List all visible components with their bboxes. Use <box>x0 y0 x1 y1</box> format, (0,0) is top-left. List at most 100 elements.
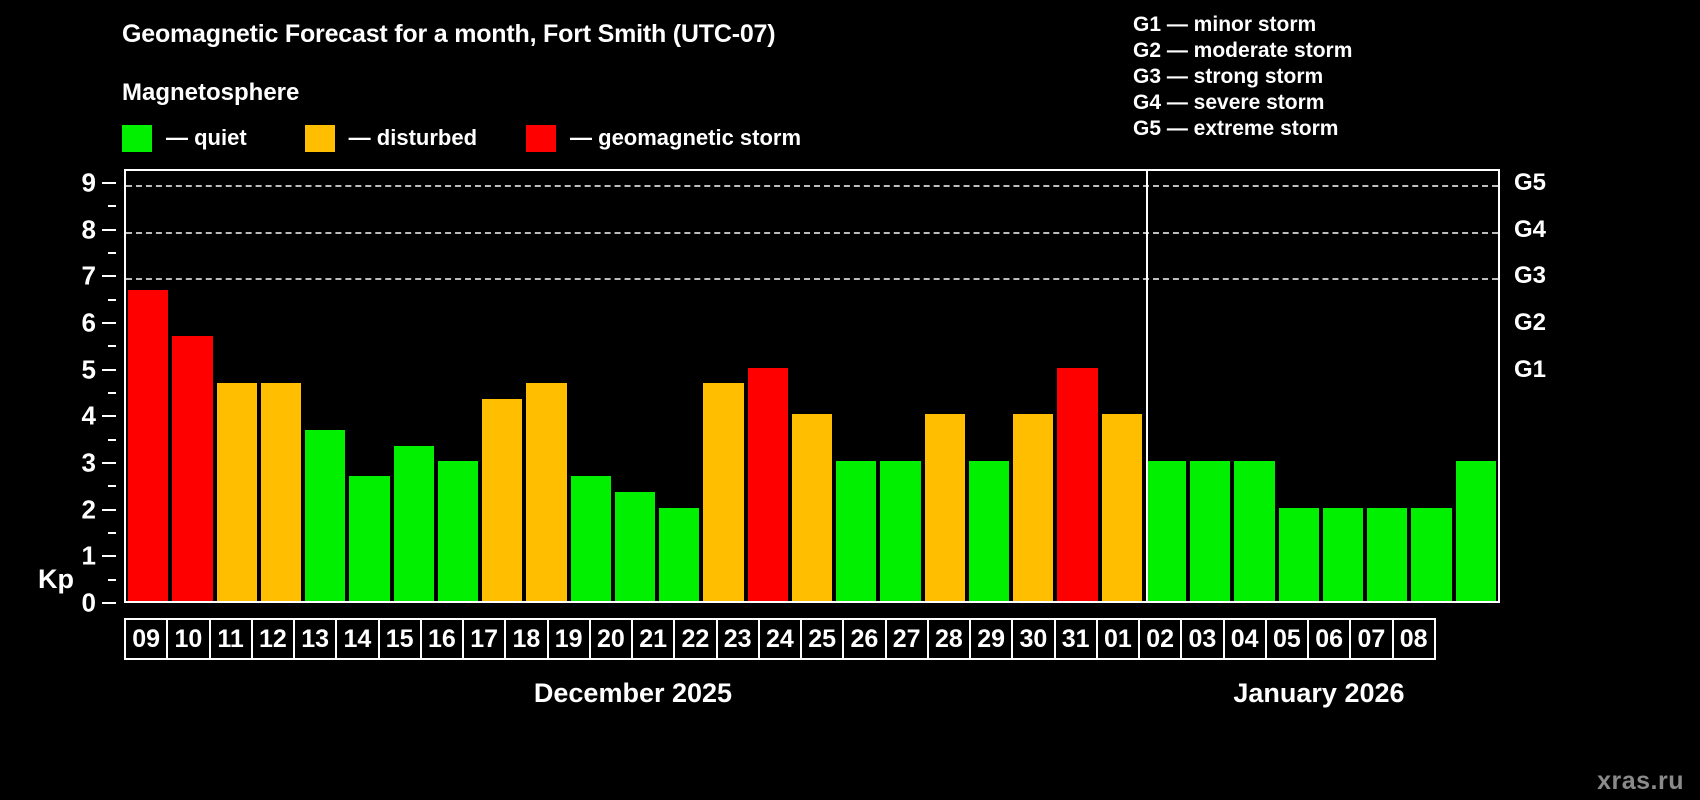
bar-day-12[interactable] <box>260 383 301 601</box>
bar-cell[interactable] <box>923 171 967 601</box>
bar-cell[interactable] <box>1365 171 1409 601</box>
bar-day-29[interactable] <box>1013 414 1054 601</box>
bar-cell[interactable] <box>1055 171 1099 601</box>
day-label-31[interactable]: 31 <box>1053 618 1098 660</box>
bar-cell[interactable] <box>701 171 745 601</box>
day-label-17[interactable]: 17 <box>462 618 507 660</box>
day-label-08[interactable]: 08 <box>1391 618 1436 660</box>
bar-cell[interactable] <box>878 171 922 601</box>
bar-cell[interactable] <box>524 171 568 601</box>
day-label-23[interactable]: 23 <box>715 618 760 660</box>
day-label-22[interactable]: 22 <box>673 618 718 660</box>
bar-day-31[interactable] <box>1101 414 1142 601</box>
day-label-27[interactable]: 27 <box>884 618 929 660</box>
bar-cell[interactable] <box>613 171 657 601</box>
bar-day-10[interactable] <box>172 336 213 601</box>
day-label-29[interactable]: 29 <box>969 618 1014 660</box>
bar-day-19[interactable] <box>570 476 611 601</box>
day-label-18[interactable]: 18 <box>504 618 549 660</box>
day-label-30[interactable]: 30 <box>1011 618 1056 660</box>
y-tick-mark-4 <box>102 415 116 418</box>
day-label-15[interactable]: 15 <box>377 618 422 660</box>
day-label-26[interactable]: 26 <box>842 618 887 660</box>
bar-day-20[interactable] <box>614 492 655 601</box>
bar-day-02[interactable] <box>1190 461 1231 601</box>
day-label-12[interactable]: 12 <box>250 618 295 660</box>
bar-cell[interactable] <box>569 171 613 601</box>
bar-cell[interactable] <box>259 171 303 601</box>
bar-day-28[interactable] <box>968 461 1009 601</box>
day-label-10[interactable]: 10 <box>166 618 211 660</box>
bar-cell[interactable] <box>1232 171 1276 601</box>
g-tick-label-G3: G3 <box>1514 262 1547 290</box>
bar-cell[interactable] <box>790 171 834 601</box>
bar-day-06[interactable] <box>1367 507 1408 601</box>
bar-cell[interactable] <box>480 171 524 601</box>
bar-day-05[interactable] <box>1322 507 1363 601</box>
bar-cell[interactable] <box>1409 171 1453 601</box>
bar-cell[interactable] <box>834 171 878 601</box>
y-minor-tick <box>108 345 116 348</box>
day-label-28[interactable]: 28 <box>926 618 971 660</box>
bar-day-16[interactable] <box>437 461 478 601</box>
bar-day-30[interactable] <box>1057 367 1098 601</box>
day-label-05[interactable]: 05 <box>1264 618 1309 660</box>
bar-cell[interactable] <box>392 171 436 601</box>
bar-day-13[interactable] <box>305 429 346 601</box>
bar-cell[interactable] <box>1144 171 1188 601</box>
bar-day-25[interactable] <box>836 461 877 601</box>
bar-cell[interactable] <box>1100 171 1144 601</box>
bar-cell[interactable] <box>746 171 790 601</box>
bar-day-08[interactable] <box>1455 461 1496 601</box>
bar-day-09[interactable] <box>128 289 169 601</box>
bar-day-15[interactable] <box>393 445 434 601</box>
bar-cell[interactable] <box>170 171 214 601</box>
day-label-16[interactable]: 16 <box>419 618 464 660</box>
bar-day-01[interactable] <box>1145 461 1186 601</box>
legend-item-quiet: — quiet <box>122 124 247 152</box>
bar-day-26[interactable] <box>880 461 921 601</box>
bar-day-18[interactable] <box>526 383 567 601</box>
bar-cell[interactable] <box>436 171 480 601</box>
bar-cell[interactable] <box>1011 171 1055 601</box>
day-label-06[interactable]: 06 <box>1307 618 1352 660</box>
bar-cell[interactable] <box>657 171 701 601</box>
bar-day-11[interactable] <box>216 383 257 601</box>
bar-day-14[interactable] <box>349 476 390 601</box>
y-tick-label-0: 0 <box>81 587 96 618</box>
day-label-03[interactable]: 03 <box>1180 618 1225 660</box>
bar-day-22[interactable] <box>703 383 744 601</box>
day-label-11[interactable]: 11 <box>208 618 253 660</box>
day-label-02[interactable]: 02 <box>1138 618 1183 660</box>
day-label-20[interactable]: 20 <box>588 618 633 660</box>
bar-day-17[interactable] <box>482 398 523 601</box>
day-label-25[interactable]: 25 <box>800 618 845 660</box>
day-label-09[interactable]: 09 <box>124 618 169 660</box>
bar-cell[interactable] <box>1454 171 1498 601</box>
bar-cell[interactable] <box>126 171 170 601</box>
day-label-01[interactable]: 01 <box>1095 618 1140 660</box>
day-axis: 09 10 11 12 13 14 15 16 17 18 19 20 21 22 23 24 25 26 27 28… <box>124 618 1500 660</box>
bar-cell[interactable] <box>1277 171 1321 601</box>
bar-cell[interactable] <box>303 171 347 601</box>
bar-day-24[interactable] <box>791 414 832 601</box>
bar-day-23[interactable] <box>747 367 788 601</box>
day-label-04[interactable]: 04 <box>1222 618 1267 660</box>
bar-day-07[interactable] <box>1411 507 1452 601</box>
day-label-14[interactable]: 14 <box>335 618 380 660</box>
bar-day-21[interactable] <box>659 507 700 601</box>
bar-cell[interactable] <box>967 171 1011 601</box>
day-label-21[interactable]: 21 <box>631 618 676 660</box>
bar-day-27[interactable] <box>924 414 965 601</box>
day-label-13[interactable]: 13 <box>293 618 338 660</box>
bar-cell[interactable] <box>1188 171 1232 601</box>
bar-cell[interactable] <box>1321 171 1365 601</box>
day-label-24[interactable]: 24 <box>757 618 802 660</box>
bar-cell[interactable] <box>215 171 259 601</box>
bar-day-04[interactable] <box>1278 507 1319 601</box>
day-label-19[interactable]: 19 <box>546 618 591 660</box>
bar-cell[interactable] <box>347 171 391 601</box>
legend-swatch-quiet <box>122 124 152 152</box>
day-label-07[interactable]: 07 <box>1349 618 1394 660</box>
bar-day-03[interactable] <box>1234 461 1275 601</box>
